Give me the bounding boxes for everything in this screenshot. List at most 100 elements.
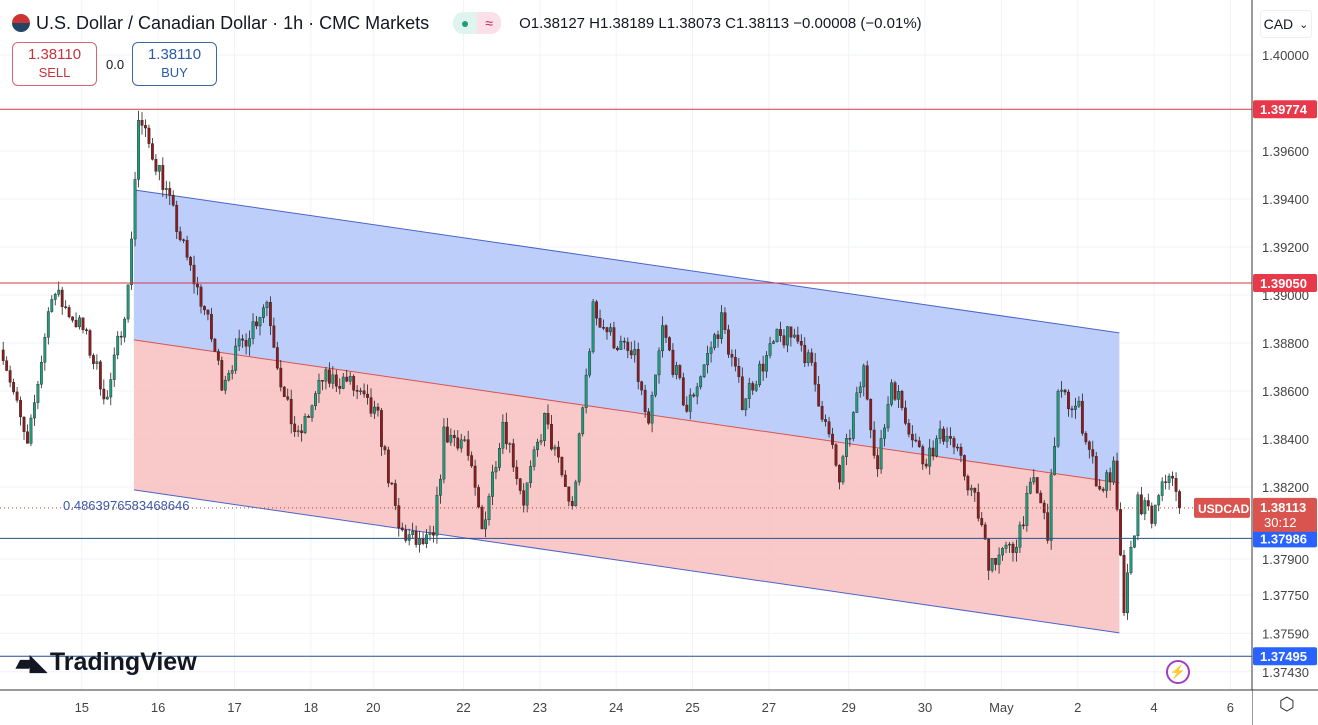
candle-body xyxy=(289,399,293,425)
candle xyxy=(664,324,668,343)
candle xyxy=(914,433,918,443)
candle xyxy=(151,138,154,161)
candle-body xyxy=(702,364,706,377)
candle xyxy=(747,377,751,409)
lightning-icon[interactable]: ⚡ xyxy=(1166,660,1190,684)
candle xyxy=(1126,563,1129,620)
candle xyxy=(942,426,945,445)
candle-body xyxy=(12,382,16,393)
candle xyxy=(435,486,439,544)
candle-body xyxy=(789,326,793,338)
candle xyxy=(525,482,529,513)
candle xyxy=(796,326,800,344)
symbol-badge-label: USDCAD xyxy=(1198,502,1250,516)
candle-body xyxy=(130,238,133,285)
candle-body xyxy=(366,393,369,398)
candle-body xyxy=(258,317,262,327)
candle xyxy=(515,460,519,485)
candle xyxy=(609,323,612,336)
candle xyxy=(327,362,331,388)
candle xyxy=(209,307,213,343)
candle xyxy=(536,438,539,457)
candle-body xyxy=(629,350,633,356)
candle-body xyxy=(1,349,5,361)
candle xyxy=(1004,541,1008,554)
candle-body xyxy=(1046,512,1050,541)
candle-body xyxy=(376,406,380,411)
candle xyxy=(498,443,501,471)
candle-body xyxy=(879,438,883,470)
candle-body xyxy=(678,365,682,378)
candle-body xyxy=(525,482,529,506)
candle-body xyxy=(612,327,616,349)
candle xyxy=(806,349,810,367)
candle xyxy=(636,342,640,390)
candle xyxy=(282,385,286,398)
candle-body xyxy=(418,538,421,545)
candle-body xyxy=(46,311,50,338)
candle xyxy=(1108,467,1112,491)
buy-price: 1.38110 xyxy=(147,46,202,63)
time-axis xyxy=(0,690,1252,725)
buy-button[interactable]: 1.38110 BUY xyxy=(132,42,217,86)
candle-body xyxy=(432,532,435,536)
candle xyxy=(466,430,470,461)
candle-body xyxy=(799,341,803,346)
candle-body xyxy=(36,383,40,403)
candle xyxy=(761,355,765,381)
candle xyxy=(782,329,786,349)
candle-body xyxy=(633,349,637,356)
candle xyxy=(529,460,533,488)
candle xyxy=(990,558,994,573)
candle xyxy=(678,364,682,381)
sell-button[interactable]: 1.38110 SELL xyxy=(12,42,97,86)
candle xyxy=(775,328,779,343)
candle xyxy=(234,338,238,374)
buy-label: BUY xyxy=(161,65,188,80)
market-status[interactable]: ● ≈ xyxy=(453,12,502,34)
candle xyxy=(1167,473,1171,490)
candle-body xyxy=(668,337,671,351)
candle-body xyxy=(768,343,772,356)
candle xyxy=(157,165,161,181)
candle xyxy=(1157,493,1161,512)
candle xyxy=(268,296,272,335)
candle xyxy=(154,154,158,176)
symbol-title[interactable]: U.S. Dollar / Canadian Dollar · 1h · CMC… xyxy=(36,12,430,33)
candle xyxy=(1105,469,1109,498)
candle xyxy=(12,378,16,395)
candle xyxy=(827,416,831,438)
currency-select[interactable]: CAD ⌄ xyxy=(1260,10,1312,38)
candle xyxy=(980,511,984,527)
candle xyxy=(612,321,616,350)
candle xyxy=(147,124,151,149)
candle-body xyxy=(1056,391,1060,447)
candle xyxy=(5,356,9,372)
candle xyxy=(532,446,536,471)
candle-body xyxy=(1136,494,1140,536)
candle xyxy=(1171,471,1174,486)
candle-body xyxy=(74,320,78,328)
candle-body xyxy=(137,120,140,180)
candle-body xyxy=(914,439,918,442)
bar-countdown-label: 30:12 xyxy=(1264,515,1297,530)
tradingview-mark-icon: ▰◣ xyxy=(16,649,47,675)
candle xyxy=(206,309,210,321)
candle xyxy=(716,330,720,348)
candle-body xyxy=(709,347,713,354)
candle xyxy=(619,335,623,350)
candle xyxy=(629,341,633,359)
candle xyxy=(654,374,657,398)
candle xyxy=(560,456,564,478)
tradingview-logo[interactable]: ▰◣ TradingView xyxy=(16,648,197,677)
candle xyxy=(952,435,956,455)
candle xyxy=(168,181,172,205)
candle-body xyxy=(713,334,716,348)
candle-body xyxy=(904,407,907,424)
logo-text: TradingView xyxy=(49,648,197,676)
candle xyxy=(602,319,605,331)
candle-body xyxy=(838,465,841,483)
chart-settings-icon[interactable]: ⬡ xyxy=(1279,694,1295,714)
candle xyxy=(591,299,595,354)
